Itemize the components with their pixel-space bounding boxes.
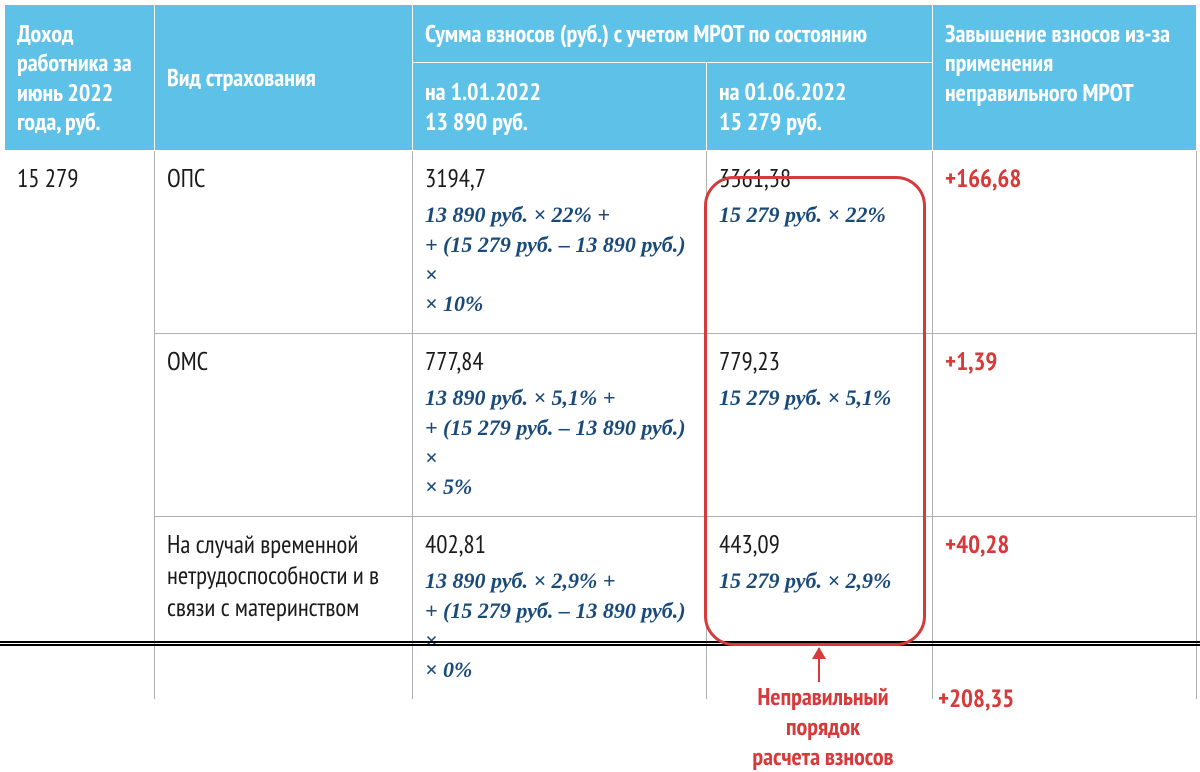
amount-jun-formula: 15 279 руб. × 22%	[719, 200, 920, 230]
amount-jan-formula: 13 890 руб. × 2,9% + + (15 279 руб. – 13…	[425, 566, 694, 685]
amount-jan-value: 777,84	[425, 346, 694, 377]
amount-jun-value: 3361,38	[719, 163, 920, 194]
overstatement-total: +208,35	[938, 682, 1014, 714]
overstatement-cell: +40,28	[933, 517, 1197, 700]
header-row-1: Доход работника за июнь 2022 года, руб. …	[5, 5, 1197, 63]
table-row: 15 279 ОПС 3194,7 13 890 руб. × 22% + + …	[5, 151, 1197, 334]
table-row: На случай временной нетрудоспособности и…	[5, 517, 1197, 700]
overstatement-value: +40,28	[945, 528, 1009, 560]
income-cell: 15 279	[5, 151, 155, 700]
amount-jan-cell: 3194,7 13 890 руб. × 22% + + (15 279 руб…	[413, 151, 707, 334]
header-mrot-jun-date: на 01.06.2022	[719, 76, 846, 107]
overstatement-cell: +1,39	[933, 334, 1197, 517]
header-insurance-kind: Вид страхования	[155, 5, 413, 151]
header-mrot-jan-date: на 1.01.2022	[425, 76, 541, 107]
header-mrot-jan-value: 13 890 руб.	[425, 106, 528, 137]
amount-jun-cell: 3361,38 15 279 руб. × 22%	[707, 151, 933, 334]
amount-jun-cell: 443,09 15 279 руб. × 2,9%	[707, 517, 933, 700]
header-mrot-jun: на 01.06.2022 15 279 руб.	[707, 63, 933, 151]
contributions-table: Доход работника за июнь 2022 года, руб. …	[4, 4, 1197, 700]
amount-jun-formula: 15 279 руб. × 2,9%	[719, 566, 920, 596]
insurance-kind: ОПС	[155, 151, 413, 334]
header-overstatement: Завышение взносов из-за применения непра…	[933, 5, 1197, 151]
amount-jan-value: 3194,7	[425, 163, 694, 194]
overstatement-value: +166,68	[945, 162, 1021, 194]
amount-jan-value: 402,81	[425, 529, 694, 560]
amount-jan-formula: 13 890 руб. × 5,1% + + (15 279 руб. – 13…	[425, 383, 694, 502]
overstatement-cell: +166,68	[933, 151, 1197, 334]
amount-jun-formula: 15 279 руб. × 5,1%	[719, 383, 920, 413]
amount-jun-cell: 779,23 15 279 руб. × 5,1%	[707, 334, 933, 517]
overstatement-value: +1,39	[945, 345, 997, 377]
amount-jun-value: 443,09	[719, 529, 920, 560]
table-row: ОМС 777,84 13 890 руб. × 5,1% + + (15 27…	[5, 334, 1197, 517]
amount-jan-formula: 13 890 руб. × 22% + + (15 279 руб. – 13 …	[425, 200, 694, 319]
amount-jan-cell: 777,84 13 890 руб. × 5,1% + + (15 279 ру…	[413, 334, 707, 517]
amount-jun-value: 779,23	[719, 346, 920, 377]
income-value: 15 279	[17, 162, 79, 194]
insurance-kind: На случай временной нетрудоспособности и…	[155, 517, 413, 700]
header-amount-group: Сумма взносов (руб.) с учетом МРОТ по со…	[413, 5, 933, 63]
insurance-kind: ОМС	[155, 334, 413, 517]
amount-jan-cell: 402,81 13 890 руб. × 2,9% + + (15 279 ру…	[413, 517, 707, 700]
header-income: Доход работника за июнь 2022 года, руб.	[5, 5, 155, 151]
header-mrot-jan: на 1.01.2022 13 890 руб.	[413, 63, 707, 151]
header-mrot-jun-value: 15 279 руб.	[719, 106, 822, 137]
